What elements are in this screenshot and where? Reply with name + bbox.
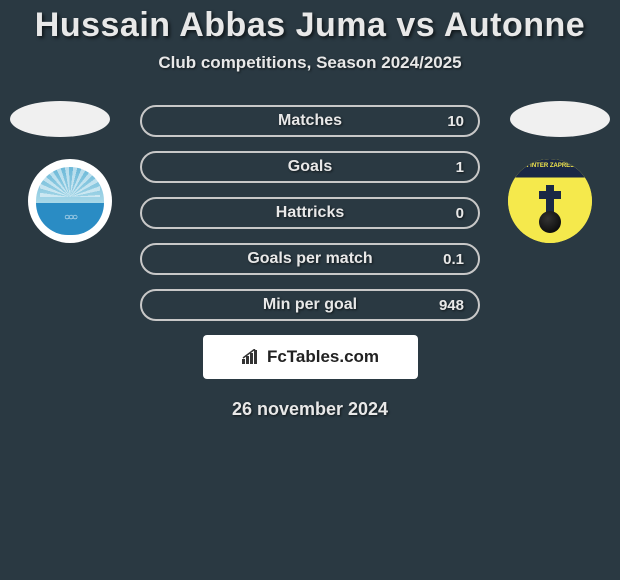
- comparison-title: Hussain Abbas Juma vs Autonne: [0, 0, 620, 53]
- club-left-emblem: ○○○: [28, 159, 112, 243]
- stat-label: Goals per match: [247, 250, 372, 268]
- stat-row-goals: Goals 1: [140, 151, 480, 183]
- club-right-logo: NK INTER ZAPREŠIĆ: [508, 159, 592, 243]
- stat-row-min-per-goal: Min per goal 948: [140, 289, 480, 321]
- stat-row-goals-per-match: Goals per match 0.1: [140, 243, 480, 275]
- comparison-date: 26 november 2024: [0, 379, 620, 420]
- stat-row-hattricks: Hattricks 0: [140, 197, 480, 229]
- brand-text: FcTables.com: [267, 347, 379, 367]
- stat-label: Min per goal: [263, 296, 357, 314]
- stat-label: Hattricks: [276, 204, 344, 222]
- stat-right-value: 10: [434, 113, 464, 130]
- comparison-subtitle: Club competitions, Season 2024/2025: [0, 53, 620, 101]
- stat-row-matches: Matches 10: [140, 105, 480, 137]
- stat-label: Goals: [288, 158, 332, 176]
- stat-right-value: 0.1: [434, 251, 464, 268]
- club-left-logo: ○○○: [28, 159, 112, 243]
- stats-container: Matches 10 Goals 1 Hattricks 0 Goals per…: [140, 101, 480, 321]
- player-left-avatar: [10, 101, 110, 137]
- comparison-content: ○○○ NK INTER ZAPREŠIĆ Matches 10 Goals 1…: [0, 101, 620, 420]
- chart-icon: [241, 349, 261, 365]
- stat-right-value: 1: [434, 159, 464, 176]
- stat-right-value: 0: [434, 205, 464, 222]
- stat-right-value: 948: [434, 297, 464, 314]
- brand-badge[interactable]: FcTables.com: [203, 335, 418, 379]
- stat-label: Matches: [278, 112, 342, 130]
- player-right-avatar: [510, 101, 610, 137]
- club-right-emblem: NK INTER ZAPREŠIĆ: [508, 159, 592, 243]
